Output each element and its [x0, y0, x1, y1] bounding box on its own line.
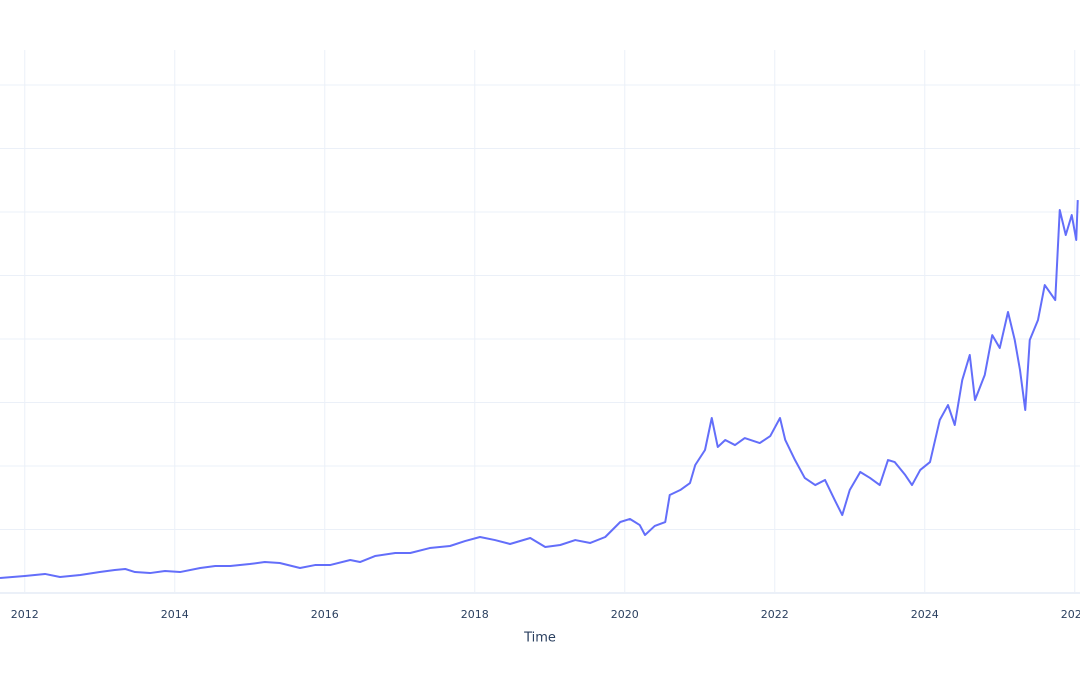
data-line [0, 200, 1079, 580]
x-tick-label: 2022 [761, 608, 789, 621]
x-tick-label: 2016 [311, 608, 339, 621]
x-tick-label: 2026 [1061, 608, 1080, 621]
x-axis-title: Time [523, 631, 556, 646]
x-tick-label: 2020 [611, 608, 639, 621]
x-tick-label: 2014 [161, 608, 189, 621]
x-tick-label: 2018 [461, 608, 489, 621]
x-tick-label: 2024 [911, 608, 939, 621]
x-tick-label: 2012 [11, 608, 39, 621]
